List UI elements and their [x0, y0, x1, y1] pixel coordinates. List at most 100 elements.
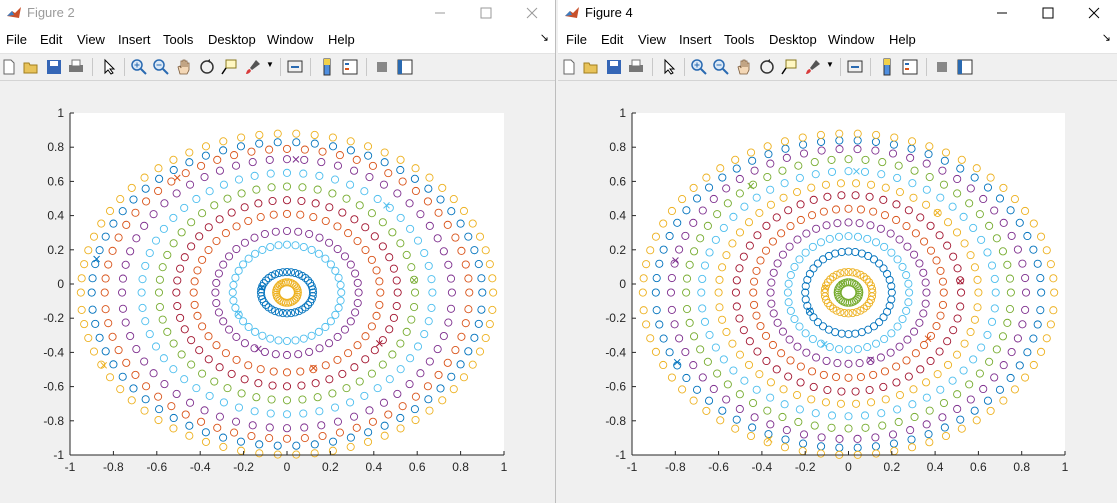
data-point [282, 209, 292, 218]
zoom-out-icon[interactable] [712, 58, 730, 76]
dock-arrow-icon[interactable]: ↘ [539, 32, 549, 44]
y-tick-label: 0 [57, 277, 64, 291]
data-point [406, 354, 415, 363]
open-file-icon[interactable] [582, 58, 600, 76]
data-point [784, 279, 793, 288]
data-point [321, 322, 330, 332]
data-point [1005, 305, 1015, 314]
print-icon[interactable] [67, 58, 85, 76]
rotate-3d-icon[interactable] [198, 58, 216, 76]
open-file-icon[interactable] [22, 58, 40, 76]
menu-tools[interactable]: Tools [724, 32, 755, 47]
menu-bar: File Edit View Insert Tools Desktop Wind… [0, 26, 555, 53]
pan-hand-icon[interactable] [175, 58, 193, 76]
data-point [360, 187, 369, 196]
data-point [392, 276, 401, 285]
hide-tools-icon[interactable] [373, 58, 391, 76]
legend-icon[interactable] [341, 58, 359, 76]
data-point [992, 345, 1001, 354]
brush-icon[interactable] [804, 58, 822, 76]
link-plot-icon[interactable] [286, 58, 304, 76]
maximize-button[interactable] [463, 0, 509, 26]
close-button[interactable] [1071, 0, 1117, 26]
data-point [261, 300, 270, 309]
data-point [675, 245, 684, 254]
scatter-plot[interactable]: -1 -0.8 -0.6 -0.4 -0.2 0 0.2 0.4 0.6 0.8 1 1 0.8 0.6 0… [558, 81, 1117, 503]
menu-view[interactable]: View [77, 32, 105, 47]
rotate-3d-icon[interactable] [758, 58, 776, 76]
menu-window[interactable]: Window [267, 32, 314, 47]
data-point [384, 169, 393, 178]
edit-plot-arrow-icon[interactable] [100, 58, 118, 76]
menu-edit[interactable]: Edit [40, 32, 63, 47]
show-tools-icon[interactable] [396, 58, 414, 76]
brush-dropdown-icon[interactable]: ▼ [826, 60, 834, 69]
dock-arrow-icon[interactable]: ↘ [1101, 32, 1111, 44]
maximize-button[interactable] [1025, 0, 1071, 26]
data-point [180, 253, 189, 262]
data-point [380, 431, 389, 440]
data-point [853, 345, 863, 354]
data-point [232, 355, 241, 364]
zoom-in-icon[interactable] [690, 58, 708, 76]
data-point [104, 260, 113, 269]
save-icon[interactable] [605, 58, 623, 76]
data-point [690, 332, 699, 341]
minimize-button[interactable] [417, 0, 463, 26]
data-point [485, 320, 494, 329]
minimize-button[interactable] [979, 0, 1025, 26]
data-point [353, 341, 362, 350]
data-point [1006, 288, 1015, 297]
hide-tools-icon[interactable] [933, 58, 951, 76]
data-point [1042, 334, 1051, 343]
menu-view[interactable]: View [638, 32, 666, 47]
data-point [652, 274, 661, 283]
link-plot-icon[interactable] [846, 58, 864, 76]
show-tools-icon[interactable] [956, 58, 974, 76]
menu-insert[interactable]: Insert [118, 32, 151, 47]
new-figure-icon[interactable] [560, 58, 578, 76]
data-point [475, 232, 485, 241]
menu-file[interactable]: File [566, 32, 587, 47]
new-figure-icon[interactable] [0, 58, 18, 76]
scatter-plot[interactable]: -1 -0.8 -0.6 -0.4 -0.2 0 0.2 0.4 0.6 0.8 1 1 0.8 0.6 0… [0, 81, 555, 503]
menu-edit[interactable]: Edit [601, 32, 624, 47]
data-point [682, 373, 691, 383]
data-point [844, 232, 853, 241]
close-button[interactable] [509, 0, 555, 26]
menu-file[interactable]: File [6, 32, 27, 47]
zoom-out-icon[interactable] [152, 58, 170, 76]
title-bar[interactable]: Figure 4 [558, 0, 1117, 26]
legend-icon[interactable] [901, 58, 919, 76]
data-point [880, 335, 889, 344]
menu-insert[interactable]: Insert [679, 32, 712, 47]
data-cursor-icon[interactable] [780, 58, 798, 76]
colorbar-icon[interactable] [878, 58, 896, 76]
menu-window[interactable]: Window [828, 32, 875, 47]
menu-desktop[interactable]: Desktop [769, 32, 817, 47]
figure-canvas[interactable]: -1 -0.8 -0.6 -0.4 -0.2 0 0.2 0.4 0.6 0.8 1 1 0.8 0.6 0… [558, 81, 1117, 503]
pan-hand-icon[interactable] [735, 58, 753, 76]
colorbar-icon[interactable] [318, 58, 336, 76]
print-icon[interactable] [627, 58, 645, 76]
zoom-in-icon[interactable] [130, 58, 148, 76]
menu-tools[interactable]: Tools [163, 32, 194, 47]
edit-plot-arrow-icon[interactable] [660, 58, 678, 76]
menu-desktop[interactable]: Desktop [208, 32, 256, 47]
data-point [489, 288, 498, 297]
brush-dropdown-icon[interactable]: ▼ [266, 60, 274, 69]
data-cursor-icon[interactable] [220, 58, 238, 76]
menu-help[interactable]: Help [889, 32, 916, 47]
data-point [225, 325, 234, 334]
save-icon[interactable] [45, 58, 63, 76]
x-tick-label: -0.2 [233, 460, 254, 474]
series-2 [801, 247, 896, 339]
menu-help[interactable]: Help [328, 32, 355, 47]
figure-canvas[interactable]: -1 -0.8 -0.6 -0.4 -0.2 0 0.2 0.4 0.6 0.8 1 1 0.8 0.6 0… [0, 81, 555, 503]
brush-icon[interactable] [244, 58, 262, 76]
data-point [180, 375, 189, 384]
data-point [282, 350, 292, 360]
data-point [282, 144, 292, 153]
data-point [696, 234, 705, 243]
title-bar[interactable]: Figure 2 [0, 0, 555, 26]
